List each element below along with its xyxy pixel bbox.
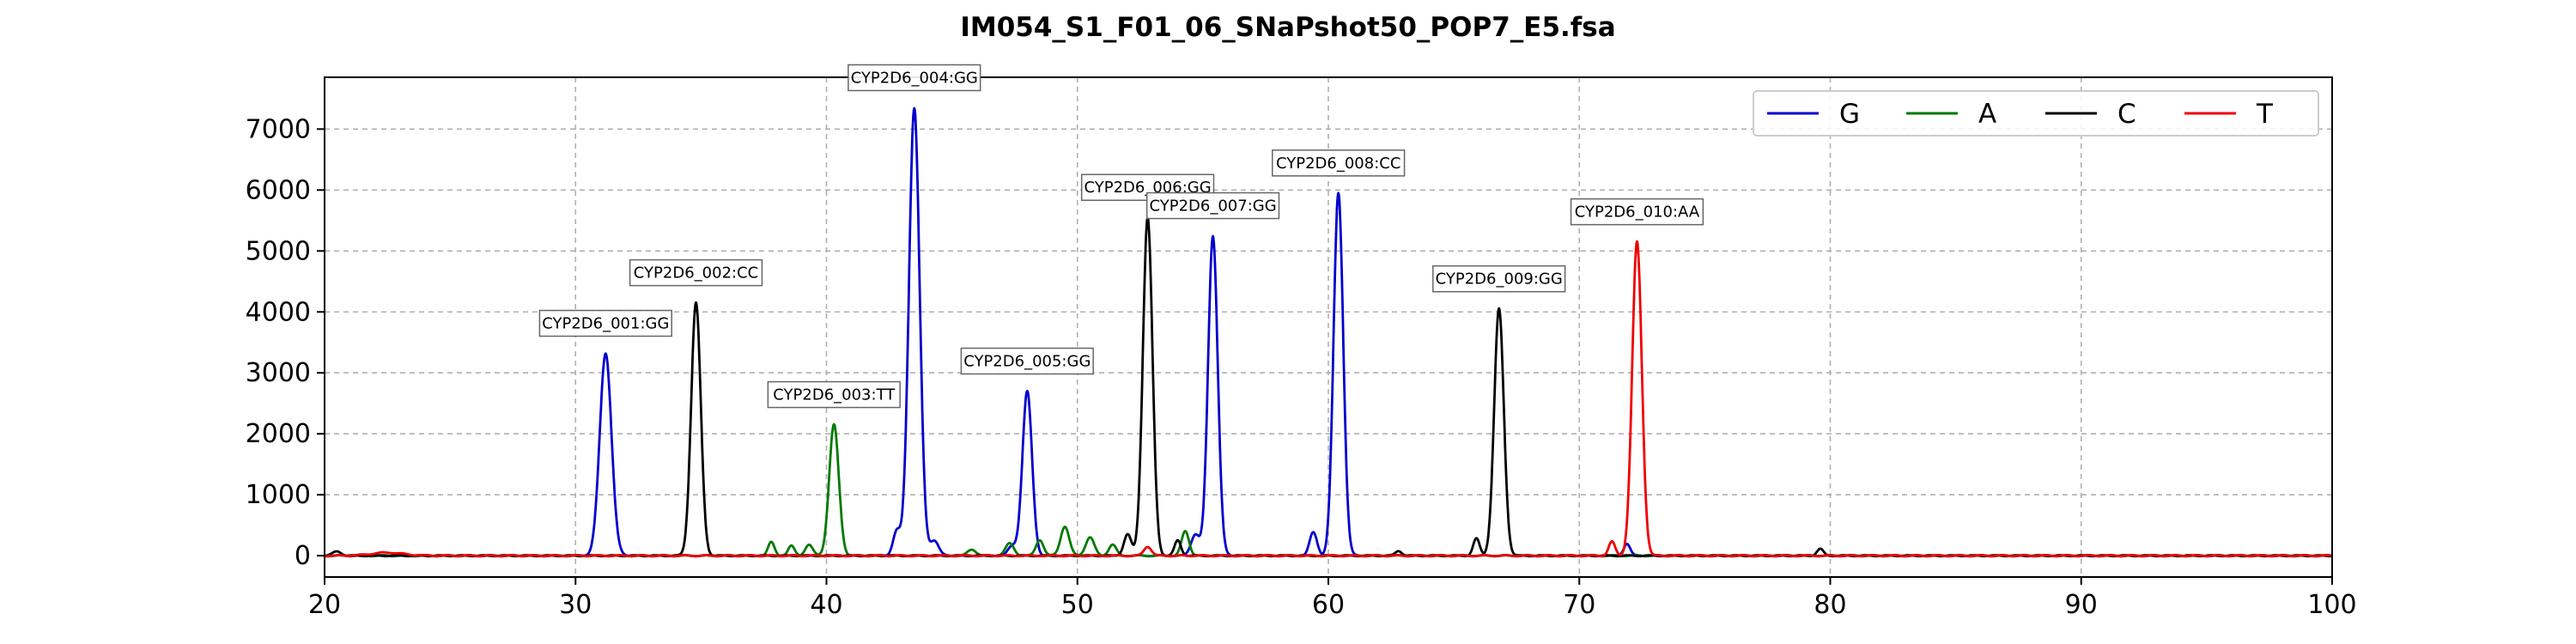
legend-label: C xyxy=(2117,99,2136,130)
y-tick-label: 5000 xyxy=(246,236,311,266)
y-tick-label: 2000 xyxy=(246,419,311,449)
x-tick-label: 50 xyxy=(1061,590,1094,620)
peak-annotation: CYP2D6_008:CC xyxy=(1272,149,1406,177)
x-tick-label: 100 xyxy=(2307,590,2356,620)
y-tick-label: 4000 xyxy=(246,297,311,327)
annotation-label: CYP2D6_004:GG xyxy=(851,69,978,87)
annotation-label: CYP2D6_003:TT xyxy=(773,386,896,404)
peak-annotation: CYP2D6_009:GG xyxy=(1432,264,1566,293)
x-tick-label: 70 xyxy=(1563,590,1595,620)
x-tick-label: 80 xyxy=(1814,590,1846,620)
annotation-box xyxy=(629,258,763,287)
peak-annotation: CYP2D6_005:GG xyxy=(960,347,1094,375)
annotation-box xyxy=(538,309,672,337)
peak-annotations: CYP2D6_001:GG CYP2D6_002:CC CYP2D6_003:TT C… xyxy=(538,64,1704,409)
legend-entry-A: A xyxy=(1906,99,1996,130)
legend-box xyxy=(1753,90,2319,137)
annotation-box xyxy=(848,64,981,92)
annotation-label: CYP2D6_010:AA xyxy=(1575,204,1700,222)
peak-annotation: CYP2D6_001:GG xyxy=(538,309,672,337)
x-tick-label: 30 xyxy=(559,590,592,620)
series-line-T xyxy=(324,240,2333,558)
y-tick-label: 7000 xyxy=(246,114,311,144)
x-tick-label: 40 xyxy=(810,590,842,620)
peak-annotation: CYP2D6_003:TT xyxy=(767,380,901,409)
y-tick-label: 6000 xyxy=(246,175,311,205)
annotation-label: CYP2D6_009:GG xyxy=(1436,270,1563,289)
annotation-box xyxy=(767,380,901,409)
annotation-box xyxy=(1432,264,1566,293)
annotation-label: CYP2D6_002:CC xyxy=(634,264,758,283)
legend-entry-G: G xyxy=(1767,99,1860,130)
annotation-label: CYP2D6_001:GG xyxy=(542,315,669,333)
annotation-box xyxy=(1272,149,1406,177)
legend-entry-C: C xyxy=(2045,99,2136,130)
chart-title: IM054_S1_F01_06_SNaPshot50_POP7_E5.fsa xyxy=(960,12,1615,43)
annotation-box xyxy=(1570,197,1704,226)
y-tick-label: 1000 xyxy=(246,480,311,510)
legend-label: A xyxy=(1978,99,1996,130)
peak-annotation: CYP2D6_010:AA xyxy=(1570,197,1704,226)
annotation-box xyxy=(1145,191,1280,220)
y-tick-label: 3000 xyxy=(246,358,311,388)
legend-entry-T: T xyxy=(2184,99,2274,130)
annotation-box xyxy=(960,347,1094,375)
legend-label: T xyxy=(2256,99,2274,130)
y-tick-label: 0 xyxy=(295,541,311,571)
peak-annotation: CYP2D6_007:GG xyxy=(1145,191,1280,220)
x-tick-label: 20 xyxy=(308,590,341,620)
annotation-label: CYP2D6_008:CC xyxy=(1276,155,1400,173)
peak-annotation: CYP2D6_002:CC xyxy=(629,258,763,287)
peak-annotation: CYP2D6_004:GG xyxy=(848,64,981,92)
annotation-label: CYP2D6_005:GG xyxy=(963,353,1091,371)
series-layer xyxy=(324,106,2333,558)
x-tick-label: 90 xyxy=(2065,590,2098,620)
legend-label: G xyxy=(1839,99,1860,130)
x-tick-label: 60 xyxy=(1312,590,1345,620)
annotation-label: CYP2D6_007:GG xyxy=(1149,197,1276,216)
axis-ticks: 20 30 40 50 60 70 80 90 100010002000300040005000… xyxy=(246,114,2357,620)
